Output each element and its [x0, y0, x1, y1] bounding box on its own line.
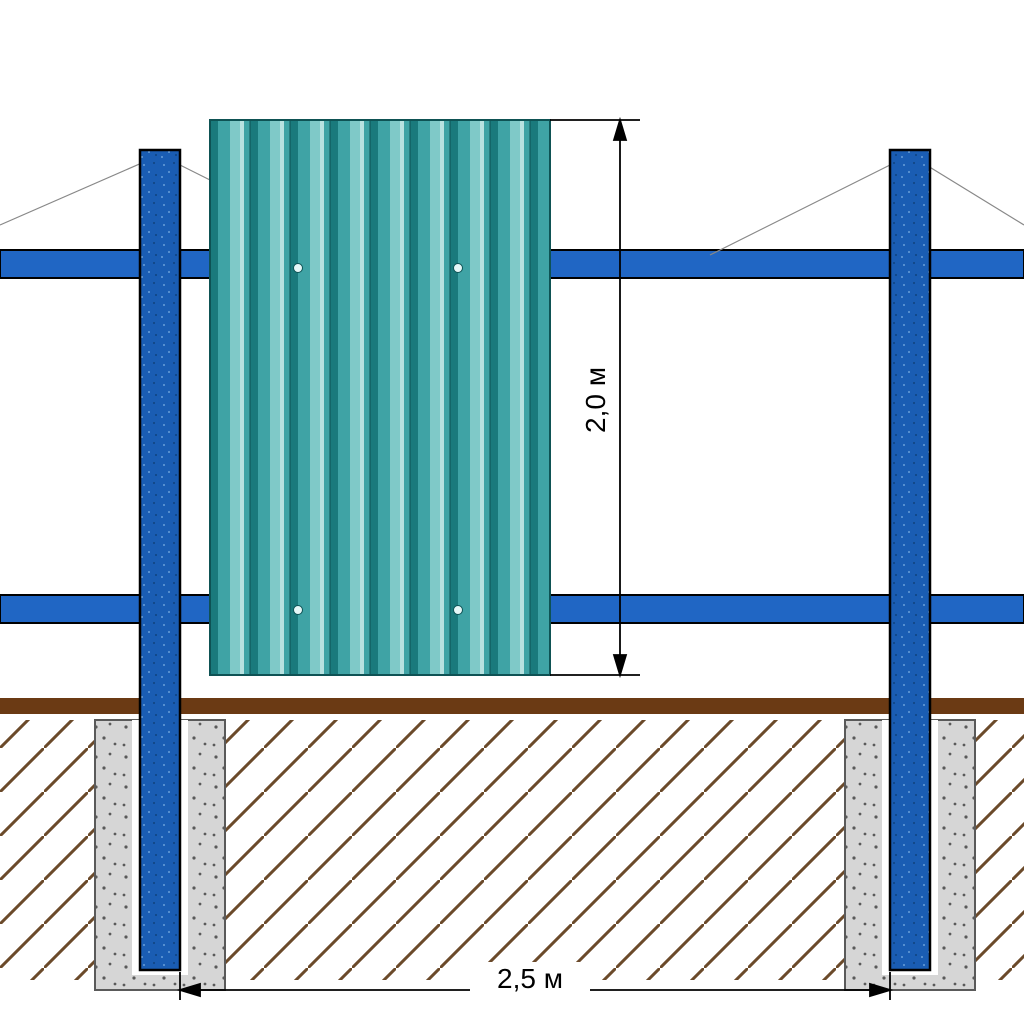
diagram-canvas: 2,0 м 2,5 м [0, 0, 1024, 1024]
screw-icon [294, 606, 303, 615]
dim-height-label: 2,0 м [580, 367, 611, 433]
screw-icon [454, 264, 463, 273]
corrugated-panel [210, 120, 550, 675]
post-right [890, 150, 930, 970]
screw-icon [454, 606, 463, 615]
dim-spacing-label: 2,5 м [497, 963, 563, 994]
post-left [140, 150, 180, 970]
dimension-vertical: 2,0 м [550, 120, 640, 675]
screw-icon [294, 264, 303, 273]
diagram-svg: 2,0 м 2,5 м [0, 0, 1024, 1024]
